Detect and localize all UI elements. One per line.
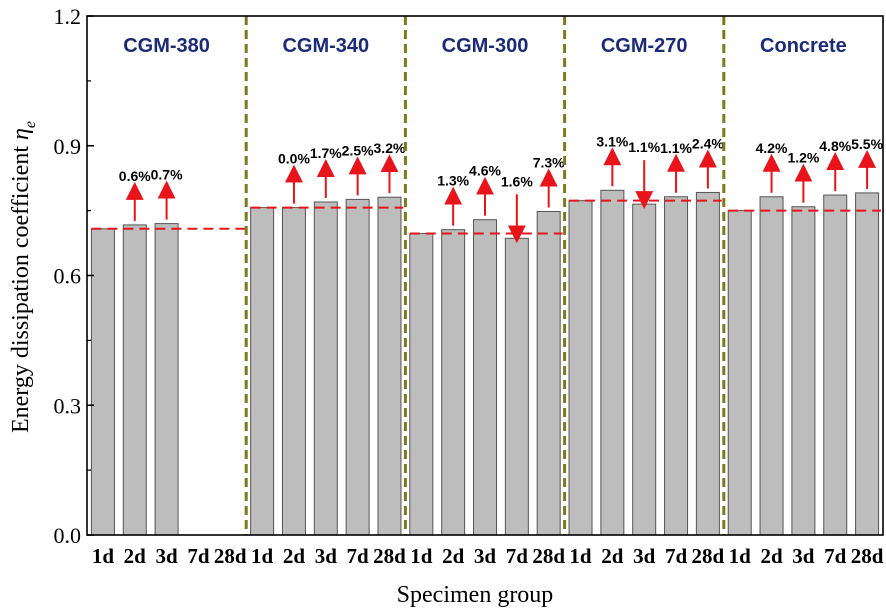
bar [154,223,179,536]
percent-label: 4.8% [819,138,851,154]
percent-label: 2.5% [342,142,374,158]
x-tick-label: 7d [187,544,210,568]
y-axis-title-text: Energy dissipation coefficient [8,146,34,433]
bar [855,192,880,536]
bar [823,194,848,536]
group-label: CGM-300 [442,35,529,57]
axes: 1d 2d 3d 7d 28d 1d 2d 3d 7d 28d 1d 2d 3d 7d 28d 1d 2d 3d 7… [54,4,884,568]
percent-label: 1.3% [437,173,469,189]
bar [441,229,466,536]
x-tick-label: 7d [347,544,370,568]
percent-label: 3.1% [596,133,628,149]
x-tick-label: 1d [729,544,752,568]
percent-label: 3.2% [374,140,406,156]
y-tick-label: 0.6 [54,264,82,289]
x-tick-label: 3d [792,544,815,568]
x-tick-label: 28d [214,544,247,568]
percent-label: 1.7% [310,145,342,161]
bar [409,233,434,536]
bar [345,198,370,536]
y-axis-title: Energy dissipation coefficient ηe [8,121,39,433]
bar [377,196,402,536]
bar [759,196,784,536]
bar [250,207,275,536]
x-tick-label: 1d [569,544,592,568]
group-label: CGM-340 [282,35,369,57]
bar [473,219,497,536]
bar [664,196,689,536]
percent-label: 0.6% [119,168,151,184]
y-tick-label: 0.3 [54,393,82,418]
bar [600,189,625,536]
x-tick-label: 28d [532,544,565,568]
x-tick-label: 3d [315,544,338,568]
group-label: CGM-270 [601,35,688,57]
x-tick-label: 1d [92,544,115,568]
x-tick-label: 3d [156,544,179,568]
x-tick-label: 3d [474,544,497,568]
x-tick-label: 28d [373,544,406,568]
bar [695,191,720,536]
plot-area: CGM-380 0.6% 0.7% CGM-340 0.0% 1.7% 2.5% 3.2% CG… [90,16,884,536]
x-tick-label: 7d [824,544,847,568]
group-label: Concrete [760,35,847,57]
percent-label: 4.6% [469,163,501,179]
bar [281,207,306,536]
bar [727,210,752,536]
group-label: CGM-380 [123,35,210,57]
x-tick-label: 28d [851,544,884,568]
x-tick-label: 7d [506,544,529,568]
y-axis-title-symbol: η [8,128,34,140]
percent-label: 1.1% [660,140,692,156]
y-tick-label: 0.9 [54,134,82,159]
percent-label: 1.2% [787,150,819,166]
bar [313,201,338,536]
x-tick-label: 2d [442,544,465,568]
bar [90,228,115,536]
x-tick-label: 2d [283,544,306,568]
bar [122,224,147,536]
x-tick-label: 28d [692,544,725,568]
x-axis-title: Specimen group [397,582,554,608]
y-tick-label: 1.2 [54,4,82,29]
percent-label: 1.1% [628,139,660,155]
percent-label: 0.0% [278,151,310,167]
percent-label: 1.6% [501,173,533,189]
x-tick-label: 2d [124,544,147,568]
x-tick-label: 3d [633,544,656,568]
y-tick-label: 0.0 [54,523,82,548]
x-tick-label: 7d [665,544,688,568]
bar [504,237,529,536]
percent-label: 4.2% [756,140,788,156]
bar [632,203,657,536]
x-tick-label: 1d [251,544,274,568]
percent-label: 0.7% [151,167,183,183]
percent-label: 2.4% [692,135,724,151]
x-tick-label: 2d [601,544,624,568]
x-tick-label: 2d [760,544,783,568]
x-tick-label: 1d [410,544,433,568]
bar [536,210,561,536]
bar [568,200,593,536]
y-axis-title-subscript: e [22,121,39,128]
percent-label: 5.5% [851,136,883,152]
percent-label: 7.3% [533,154,565,170]
bar [791,206,816,536]
